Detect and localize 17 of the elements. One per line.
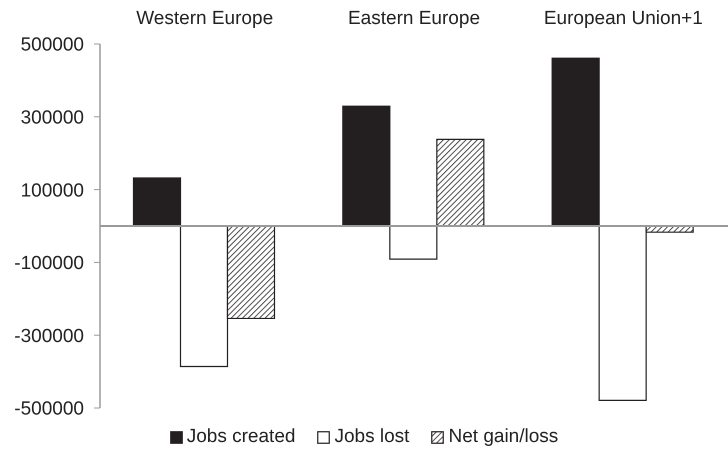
x-tick-label: Eastern Europe	[348, 8, 480, 29]
legend-label: Net gain/loss	[448, 426, 558, 448]
bar	[389, 225, 438, 260]
y-tick-label: 100000	[20, 180, 84, 202]
legend-label: Jobs lost	[334, 426, 410, 448]
y-tick-label: -500000	[14, 398, 84, 420]
y-tick-label: 300000	[20, 108, 84, 129]
bar	[342, 106, 390, 227]
bar	[132, 177, 182, 227]
y-tick-label: -100000	[14, 253, 84, 274]
bar	[552, 58, 600, 227]
x-tick-label: Western Europe	[136, 8, 274, 29]
y-tick-label: -300000	[14, 326, 84, 347]
legend-label: Jobs created	[186, 426, 296, 448]
x-tick-label: European Union+1	[544, 8, 703, 29]
y-tick-label: 500000	[20, 34, 84, 56]
bar	[436, 138, 484, 227]
